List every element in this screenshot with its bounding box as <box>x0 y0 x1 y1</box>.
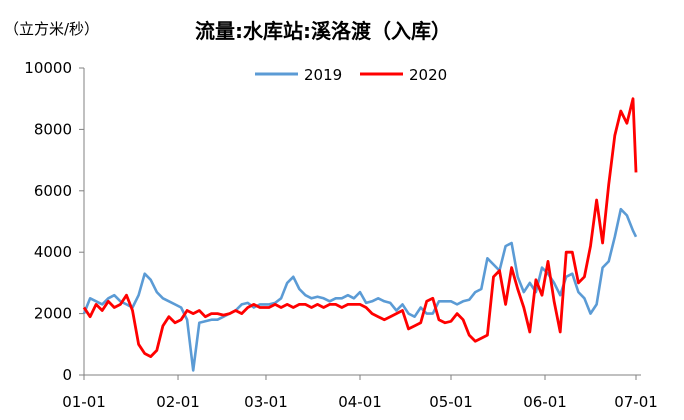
chart-title: 流量:水库站:溪洛渡（入库） <box>195 19 451 43</box>
y-tick-label: 2000 <box>34 305 72 323</box>
x-tick-label: 05-01 <box>429 393 473 411</box>
x-tick-label: 03-01 <box>244 393 288 411</box>
y-axis-ticks: 0 2000 4000 6000 8000 10000 <box>24 59 84 384</box>
y-axis-unit-label: （立方米/秒） <box>4 20 99 38</box>
x-tick-label: 06-01 <box>523 393 567 411</box>
x-tick-label: 07-01 <box>614 393 658 411</box>
y-tick-label: 10000 <box>24 59 72 77</box>
y-tick-label: 6000 <box>34 182 72 200</box>
y-tick-label: 8000 <box>34 120 72 138</box>
x-tick-label: 02-01 <box>156 393 200 411</box>
y-tick-label: 0 <box>62 366 72 384</box>
series-line-2020 <box>82 97 638 359</box>
chart-series <box>82 97 638 372</box>
x-axis-ticks: 01-01 02-01 03-01 04-01 05-01 06-01 07-01 <box>62 375 658 411</box>
x-tick-label: 04-01 <box>338 393 382 411</box>
legend: 2019 2020 <box>255 66 447 84</box>
x-tick-label: 01-01 <box>62 393 106 411</box>
y-tick-label: 4000 <box>34 243 72 261</box>
legend-label-2019: 2019 <box>304 66 342 84</box>
legend-label-2020: 2020 <box>409 66 447 84</box>
